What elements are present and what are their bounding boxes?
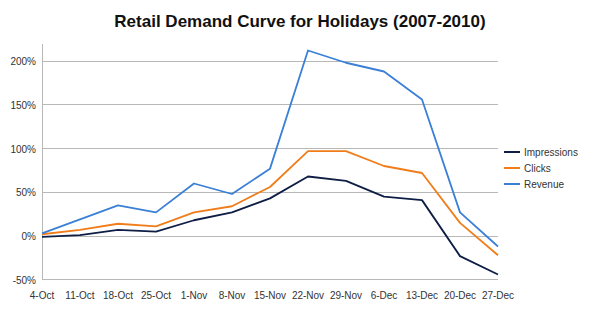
y-tick-label: 50% xyxy=(16,187,36,198)
grid-line xyxy=(42,236,498,237)
chart-title: Retail Demand Curve for Holidays (2007-2… xyxy=(114,12,485,31)
legend-swatch xyxy=(504,183,520,185)
legend: Impressions Clicks Revenue xyxy=(504,147,578,190)
grid-line xyxy=(42,279,498,280)
legend-label: Clicks xyxy=(524,163,551,174)
x-tick-label: 13-Dec xyxy=(406,290,438,301)
legend-swatch xyxy=(504,167,520,169)
chart-svg: Retail Demand Curve for Holidays (2007-2… xyxy=(0,0,600,321)
x-tick-label: 18-Oct xyxy=(103,290,133,301)
x-tick-label: 15-Nov xyxy=(254,290,286,301)
legend-label: Impressions xyxy=(524,147,578,158)
x-tick-label: 8-Nov xyxy=(219,290,246,301)
legend-label: Revenue xyxy=(524,179,564,190)
y-tick-label: 200% xyxy=(10,56,36,67)
grid xyxy=(42,61,498,280)
y-tick-label: 100% xyxy=(10,144,36,155)
x-tick-label: 1-Nov xyxy=(181,290,208,301)
grid-line xyxy=(42,148,498,149)
grid-line xyxy=(42,104,498,105)
x-tick-label: 6-Dec xyxy=(371,290,398,301)
y-tick-label: -50% xyxy=(13,275,36,286)
x-tick-label: 29-Nov xyxy=(330,290,362,301)
series-group xyxy=(42,51,498,275)
x-tick-label: 20-Dec xyxy=(444,290,476,301)
grid-line xyxy=(42,192,498,193)
chart-root: Retail Demand Curve for Holidays (2007-2… xyxy=(0,0,600,321)
y-tick-label: 150% xyxy=(10,100,36,111)
x-tick-label: 27-Dec xyxy=(482,290,514,301)
legend-swatch xyxy=(504,151,520,153)
x-tick-label: 22-Nov xyxy=(292,290,324,301)
y-tick-label: 0% xyxy=(22,231,37,242)
x-tick-label: 25-Oct xyxy=(141,290,171,301)
x-tick-label: 4-Oct xyxy=(30,290,55,301)
x-tick-label: 11-Oct xyxy=(65,290,94,301)
series-line xyxy=(42,51,498,247)
y-axis-line xyxy=(42,44,43,280)
grid-line xyxy=(42,61,498,62)
